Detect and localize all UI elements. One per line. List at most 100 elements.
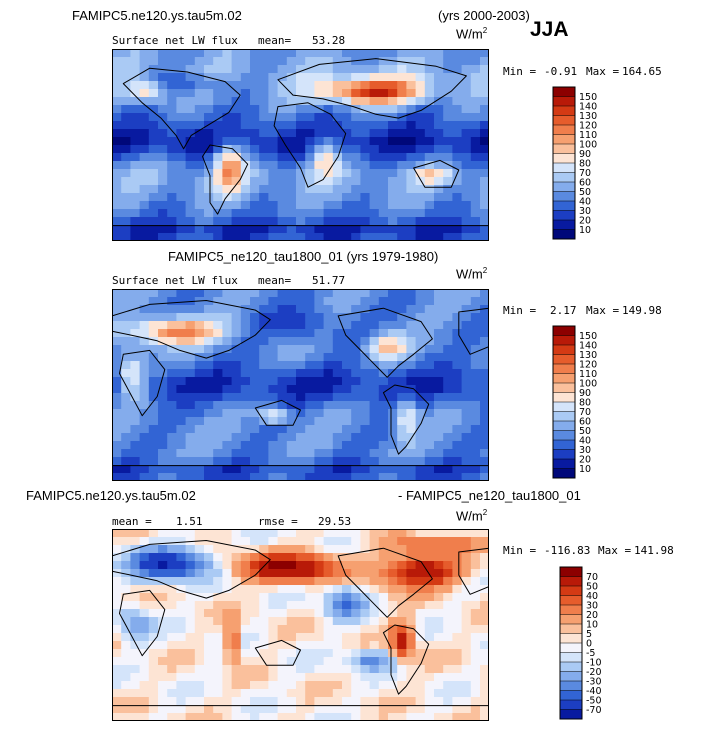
map-cell [130,601,140,610]
map-cell [388,545,398,554]
map-cell [314,625,324,634]
map-cell [121,529,131,538]
map-cell [342,625,352,634]
map-cell [231,425,242,434]
colorbar-label: 100 [579,140,597,151]
map-cell [185,665,196,674]
map-cell [286,289,297,298]
map-cell [443,697,453,706]
map-cell [388,457,398,466]
map-cell [112,449,122,458]
map-cell [332,537,343,546]
map-cell [397,657,407,666]
map-cell [461,593,472,602]
map-cell [268,385,278,394]
map-cell [388,361,398,370]
map-cell [148,561,159,570]
map-cell [351,529,361,538]
map-cell [296,81,306,90]
map-cell [406,433,416,442]
map-cell [286,137,297,146]
map-cell [185,313,196,322]
map-cell [461,169,472,178]
map-cell [148,201,159,210]
map-cell [424,473,435,481]
map-cell [378,377,389,386]
map-cell [397,305,407,314]
map-cell [434,689,444,698]
map-cell [296,209,306,218]
map-cell [167,353,177,362]
map-cell [167,385,177,394]
map-cell [259,705,269,714]
map-cell [461,569,472,578]
map-cell [434,649,444,658]
map-cell [378,561,389,570]
map-cell [443,161,453,170]
map-cell [470,169,481,178]
map-cell [296,409,306,418]
map-cell [332,377,343,386]
map-cell [231,305,242,314]
map-cell [424,665,435,674]
map-cell [351,585,361,594]
map-cell [406,361,416,370]
map-cell [360,673,370,682]
map-cell [204,577,214,586]
map-cell [360,401,370,410]
map-cell [259,177,269,186]
map-cell [222,329,232,338]
map-cell [314,681,324,690]
map-cell [194,409,205,418]
map-cell [139,457,150,466]
map-cell [139,321,150,330]
colorbar-swatch-5 [553,134,575,145]
coastline-5 [458,307,489,355]
map-cell [204,425,214,434]
map-cell [342,409,352,418]
map-cell [139,433,150,442]
map-cell [470,177,481,186]
map-cell [351,537,361,546]
map-cell [231,49,242,58]
map-cell [250,569,260,578]
map-cell [470,441,481,450]
map-cell [268,633,278,642]
map-cell [434,169,444,178]
map-cell [213,641,223,650]
map-cell [130,153,140,162]
map-cell [222,401,232,410]
map-cell [204,473,214,481]
map-cell [305,569,315,578]
map-cell [112,561,122,570]
map-cell [443,81,453,90]
map-cell [434,697,444,706]
map-cell [259,409,269,418]
map-cell [185,393,196,402]
map-cell [415,457,426,466]
map-cell [112,425,122,434]
map-cell [434,185,444,194]
map-cell [286,345,297,354]
map-cell [121,73,131,82]
map-cell [148,553,159,562]
map-cell [158,113,168,122]
map-cell [314,433,324,442]
colorbar-label: -40 [586,686,602,697]
map-cell [277,609,288,618]
map-cell [286,337,297,346]
map-cell [369,145,380,154]
map-cell [388,657,398,666]
map-cell [204,105,214,114]
map-cell [286,537,297,546]
map-cell [332,569,343,578]
map-cell [351,665,361,674]
map-cell [388,577,398,586]
map-cell [148,409,159,418]
colorbar-label: 80 [579,398,591,409]
map-cell [222,313,232,322]
map-cell [296,457,306,466]
map-cell [296,697,306,706]
map-cell [369,345,380,354]
